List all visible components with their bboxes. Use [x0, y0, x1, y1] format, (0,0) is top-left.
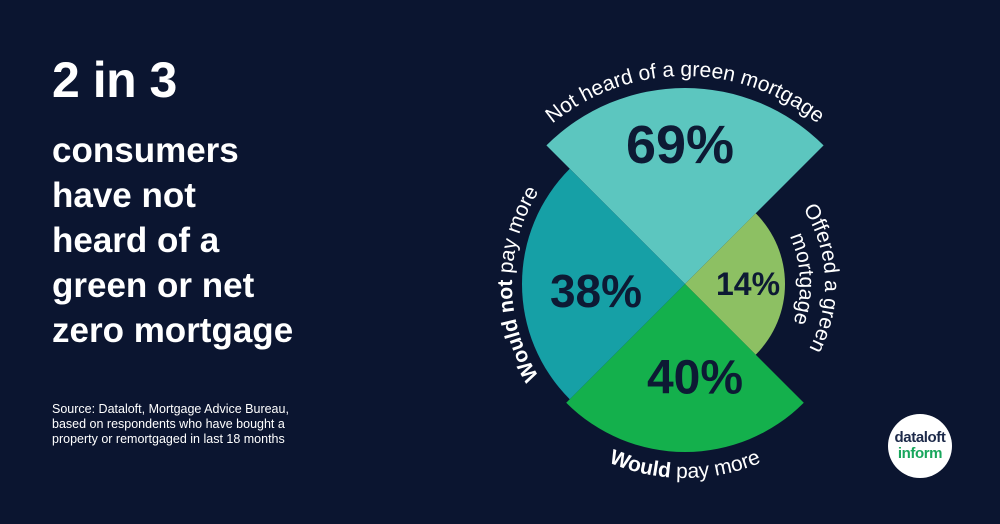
source-line: Source: Dataloft, Mortgage Advice Bureau…: [52, 402, 289, 416]
arc-offered-2-label: mortgage: [785, 230, 818, 328]
value-label-not-heard: 69%: [626, 115, 734, 175]
value-label-would-pay: 40%: [647, 352, 743, 405]
subhead-line: consumers: [52, 131, 239, 170]
subhead: consumers have not heard of a green or n…: [52, 128, 412, 353]
dataloft-logo: dataloft inform: [888, 414, 952, 478]
source-note: Source: Dataloft, Mortgage Advice Bureau…: [52, 402, 382, 447]
value-label-offered: 14%: [716, 266, 780, 302]
logo-text-inform: inform: [897, 445, 943, 462]
value-label-would-not-pay: 38%: [550, 265, 642, 317]
wedge-would-not-pay: [522, 168, 685, 400]
wedge-not-heard: [546, 87, 824, 284]
logo-text-dataloft: dataloft: [894, 429, 946, 446]
wedge-would-pay: [566, 284, 804, 452]
source-line: property or remortgaged in last 18 month…: [52, 432, 285, 446]
subhead-line: green or net: [52, 266, 255, 305]
subhead-line: heard of a: [52, 221, 220, 260]
headline: 2 in 3: [52, 52, 177, 108]
source-line: based on respondents who have bought a: [52, 417, 285, 431]
subhead-line: have not: [52, 176, 196, 215]
subhead-line: zero mortgage: [52, 311, 294, 350]
wedge-offered: [685, 213, 786, 355]
